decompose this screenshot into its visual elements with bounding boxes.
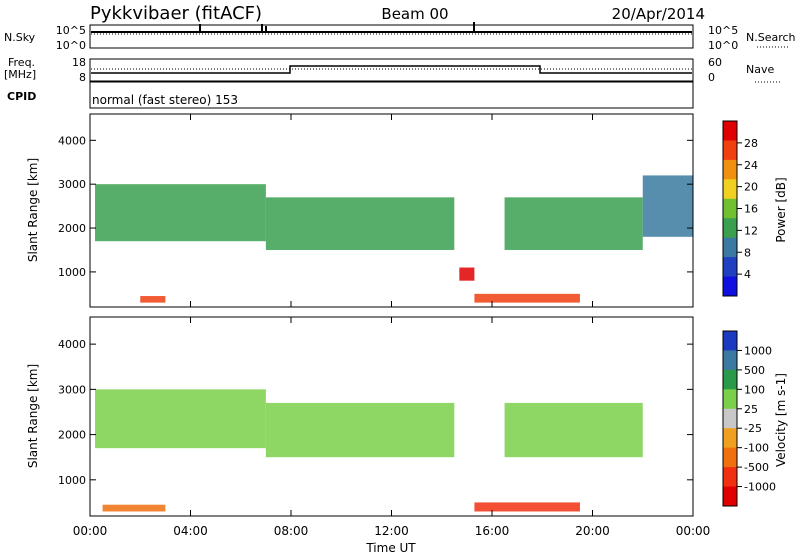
- power-colorbar-block-0: [723, 121, 737, 141]
- power-region-3: [474, 293, 580, 303]
- date-label: 20/Apr/2014: [612, 5, 705, 23]
- power-colorbar: 28 24 20 16 12 8 4 Power [dB]: [722, 120, 788, 297]
- velocity-colorbar-block-6: [723, 447, 737, 468]
- power-colorbar-tick-6: 4: [744, 268, 751, 281]
- power-colorbar-tick-5: 8: [744, 246, 751, 259]
- power-colorbar-block-1: [723, 140, 737, 161]
- velocity-y-tick-label-0: 1000: [58, 474, 86, 487]
- velocity-y-axis-label: Slant Range [km]: [26, 364, 40, 468]
- velocity-colorbar-tick-2: 100: [744, 383, 765, 396]
- velocity-colorbar-label: Velocity [m s-1]: [774, 373, 788, 467]
- x-tick-label-1: 04:00: [173, 524, 208, 538]
- power-colorbar-label: Power [dB]: [774, 177, 788, 242]
- nave-right-tick-high: 60: [708, 56, 722, 69]
- power-region-1: [265, 197, 455, 250]
- velocity-y-axis: 1000 2000 3000 4000: [58, 338, 693, 487]
- power-colorbar-block-8: [723, 276, 737, 297]
- x-tick-label-0: 00:00: [73, 524, 108, 538]
- power-colorbar-block-3: [723, 179, 737, 200]
- power-panel: 1000 2000 3000 4000 Slant Range [km]: [26, 113, 694, 308]
- velocity-region-1: [265, 402, 455, 458]
- velocity-region-3: [504, 402, 643, 458]
- velocity-region-0: [95, 389, 266, 449]
- velocity-region-4: [102, 504, 166, 512]
- noise-left-tick-high: 10^5: [56, 24, 86, 37]
- power-data-area: [95, 175, 693, 303]
- velocity-colorbar-block-0: [723, 331, 737, 351]
- velocity-colorbar-tick-4: -25: [744, 422, 762, 435]
- velocity-colorbar-tick-3: 25: [744, 403, 758, 416]
- power-y-tick-label-0: 1000: [58, 266, 86, 279]
- power-region-5: [642, 175, 693, 237]
- velocity-colorbar-tick-6: -500: [744, 461, 769, 474]
- power-y-axis: 1000 2000 3000 4000: [58, 134, 693, 279]
- power-y-axis-label: Slant Range [km]: [26, 158, 40, 262]
- station-title: Pykkvibaer (fitACF): [90, 3, 262, 24]
- velocity-y-tick-label-1: 2000: [58, 429, 86, 442]
- power-region-4: [504, 197, 643, 250]
- velocity-y-tick-label-2: 3000: [58, 383, 86, 396]
- power-colorbar-block-7: [723, 257, 737, 278]
- power-colorbar-block-5: [723, 218, 737, 239]
- power-y-tick-label-1: 2000: [58, 222, 86, 235]
- velocity-colorbar-block-3: [723, 389, 737, 410]
- velocity-colorbar: 1000 500 100 25 -25 -100 -500 -1000 Velocity [m…: [722, 330, 788, 507]
- freq-line: [91, 65, 692, 74]
- power-y-tick-label-3: 4000: [58, 134, 86, 147]
- x-tick-label-2: 08:00: [274, 524, 309, 538]
- power-colorbar-block-2: [723, 159, 737, 180]
- freq-label: Freq.: [8, 56, 35, 69]
- velocity-colorbar-block-2: [723, 369, 737, 390]
- velocity-colorbar-block-7: [723, 467, 737, 488]
- velocity-colorbar-block-1: [723, 350, 737, 371]
- noise-left-tick-low: 10^0: [56, 39, 86, 52]
- freq-unit-label: [MHz]: [4, 68, 36, 81]
- cpid-label: CPID: [7, 90, 36, 103]
- velocity-colorbar-block-5: [723, 428, 737, 449]
- x-tick-label-6: 00:00: [676, 524, 711, 538]
- noise-search-label: N.Search: [746, 31, 796, 44]
- x-axis: 00:00 04:00 08:00 12:00 16:00 20:00 00:00: [73, 114, 711, 538]
- velocity-data-area: [95, 389, 643, 512]
- velocity-colorbar-block-4: [723, 408, 737, 429]
- velocity-colorbar-block-8: [723, 486, 737, 507]
- power-colorbar-block-6: [723, 237, 737, 258]
- noise-right-tick-low: 10^0: [708, 39, 738, 52]
- nave-label: Nave: [746, 63, 774, 76]
- x-tick-label-3: 12:00: [374, 524, 409, 538]
- freq-left-tick-low: 8: [79, 71, 86, 84]
- x-tick-label-4: 16:00: [475, 524, 510, 538]
- power-region-2: [459, 267, 475, 281]
- power-colorbar-tick-1: 24: [744, 159, 758, 172]
- power-colorbar-tick-4: 12: [744, 224, 758, 237]
- beam-label: Beam 00: [381, 5, 448, 23]
- nave-right-tick-low: 0: [708, 71, 715, 84]
- power-colorbar-block-4: [723, 198, 737, 219]
- velocity-y-tick-label-3: 4000: [58, 338, 86, 351]
- power-y-tick-label-2: 3000: [58, 178, 86, 191]
- noise-right-tick-high: 10^5: [708, 24, 738, 37]
- power-colorbar-tick-0: 28: [744, 137, 758, 150]
- velocity-region-2: [474, 502, 580, 512]
- velocity-colorbar-tick-1: 500: [744, 364, 765, 377]
- velocity-colorbar-tick-5: -100: [744, 442, 769, 455]
- velocity-colorbar-tick-7: -1000: [744, 481, 776, 494]
- power-colorbar-tick-3: 16: [744, 203, 758, 216]
- power-region-0: [95, 184, 266, 242]
- freq-left-tick-high: 18: [72, 56, 86, 69]
- cpid-text: normal (fast stereo) 153: [92, 93, 238, 107]
- x-tick-label-5: 20:00: [575, 524, 610, 538]
- power-colorbar-tick-2: 20: [744, 181, 758, 194]
- velocity-colorbar-tick-0: 1000: [744, 344, 772, 357]
- x-axis-label: Time UT: [365, 541, 416, 554]
- noise-sky-label: N.Sky: [4, 31, 36, 44]
- power-region-6: [140, 296, 166, 303]
- noise-panel: N.Sky N.Search 10^5 10^0 10^5 10^0: [4, 22, 796, 52]
- freq-panel: Freq. [MHz] Nave 18 8 60 0: [4, 56, 780, 84]
- cpid-panel: CPID normal (fast stereo) 153: [7, 81, 694, 109]
